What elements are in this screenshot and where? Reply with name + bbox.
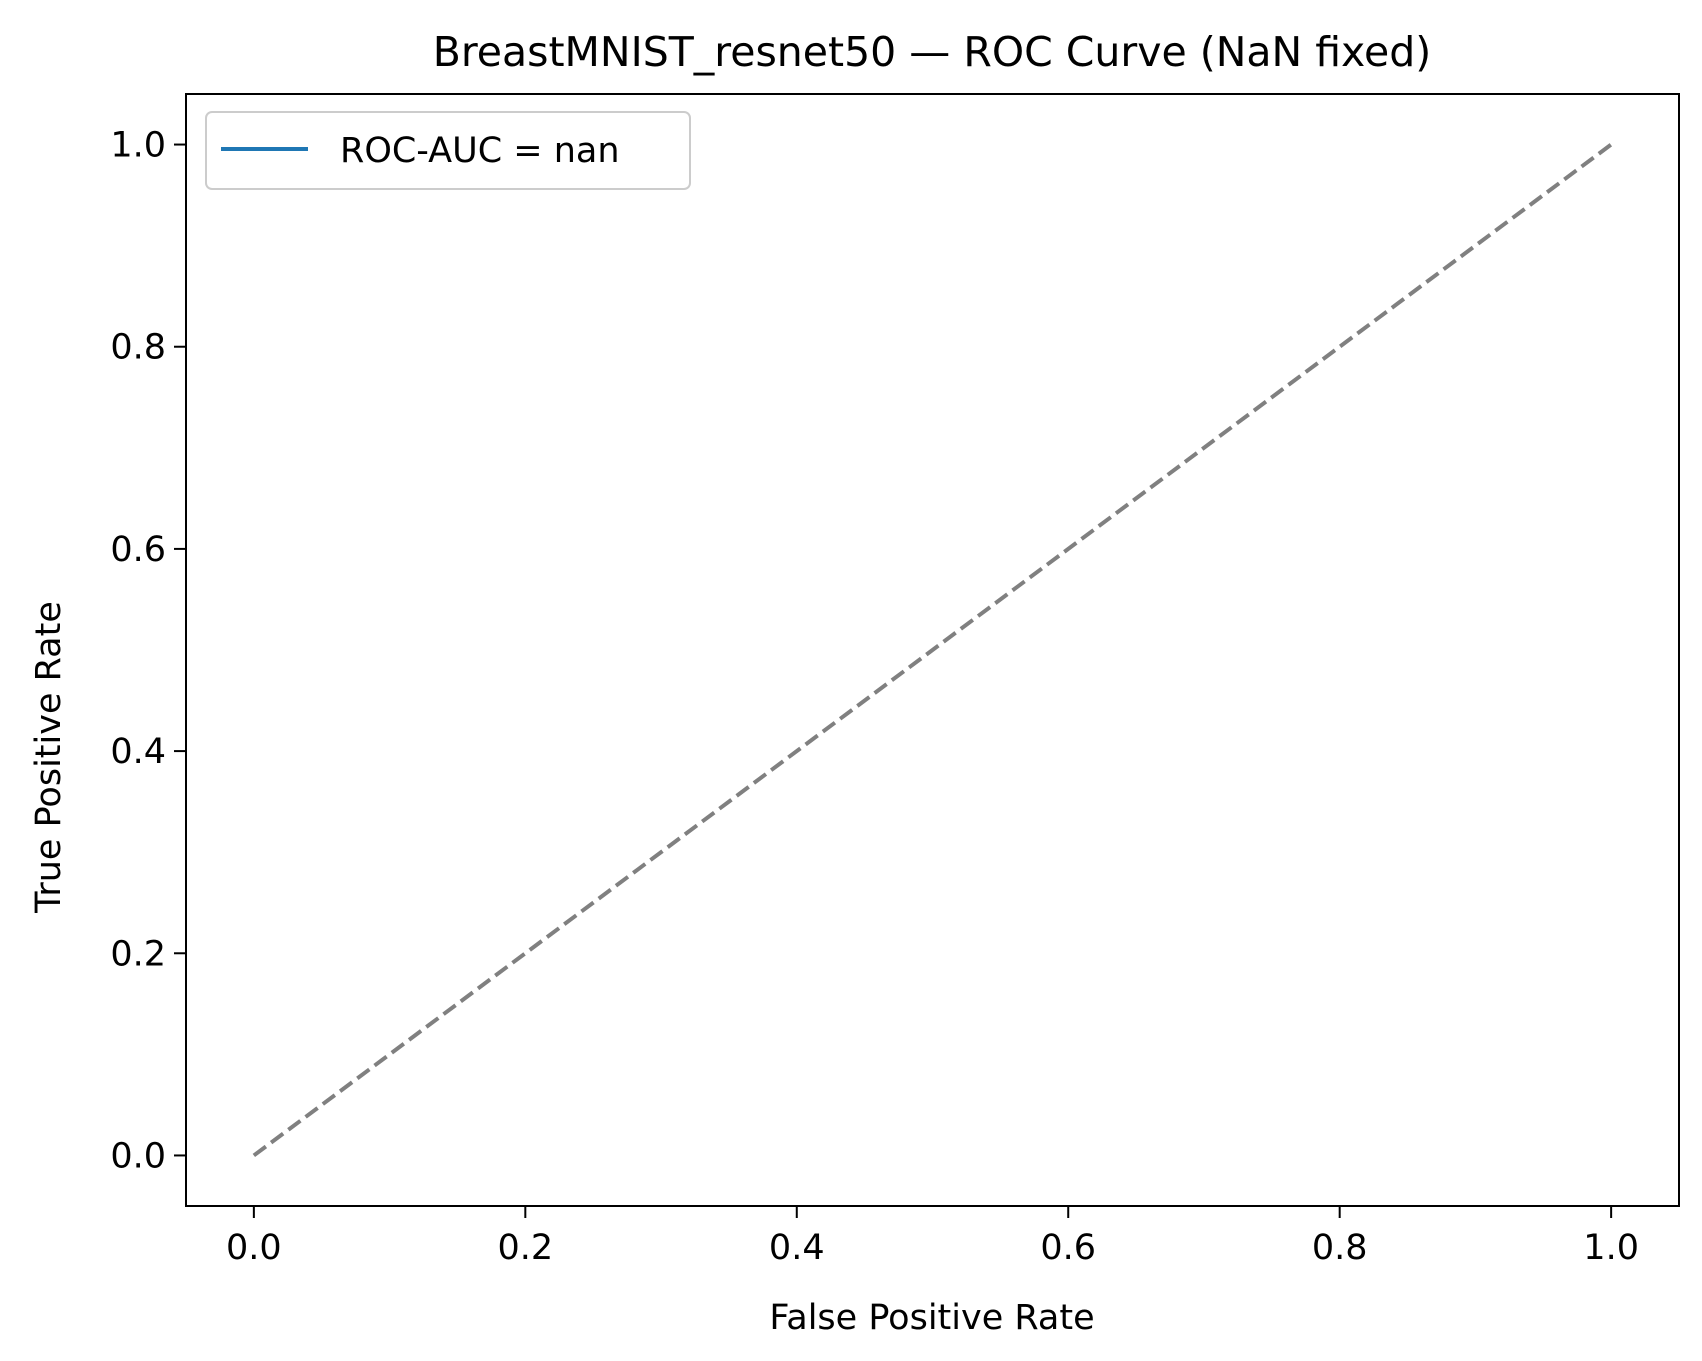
x-tick-label: 0.6 (1040, 1228, 1096, 1268)
y-tick-label: 0.4 (110, 732, 166, 772)
x-tick-label: 0.4 (769, 1228, 825, 1268)
legend: ROC-AUC = nan (205, 111, 691, 190)
legend-box (205, 111, 691, 190)
axis-ticks: 0.0 0.2 0.4 0.6 0.8 1.0 0.0 0.2 0.4 0.6 0.8 1.0 (110, 126, 1639, 1268)
legend-label: ROC-AUC = nan (340, 131, 620, 171)
x-tick-label: 0.8 (1312, 1228, 1368, 1268)
x-tick-label: 0.2 (497, 1228, 553, 1268)
diagonal-reference-line (252, 142, 1613, 1158)
x-tick-label: 1.0 (1583, 1228, 1639, 1268)
y-tick-label: 0.6 (110, 530, 166, 570)
x-axis-label: False Positive Rate (769, 1298, 1094, 1338)
plot-area (252, 142, 1613, 1158)
y-axis-label: True Positive Rate (29, 601, 69, 914)
chart-title: BreastMNIST_resnet50 — ROC Curve (NaN fi… (433, 28, 1432, 76)
y-tick-label: 0.2 (110, 934, 166, 974)
y-tick-label: 1.0 (110, 126, 166, 166)
axes-frame (185, 93, 1680, 1207)
y-tick-label: 0.0 (110, 1136, 166, 1176)
y-tick-label: 0.8 (110, 328, 166, 368)
x-tick-label: 0.0 (226, 1228, 282, 1268)
